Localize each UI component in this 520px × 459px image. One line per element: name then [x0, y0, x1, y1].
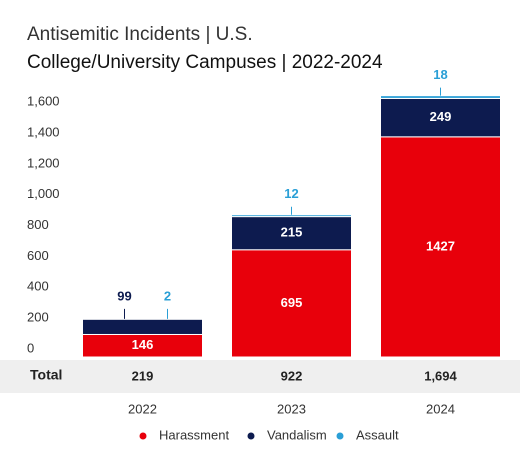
totals-band — [0, 360, 520, 393]
data-label: 215 — [281, 225, 303, 240]
bar-segment — [231, 249, 352, 358]
data-label: 12 — [284, 186, 298, 201]
bar-segment — [231, 214, 352, 218]
bar-segment — [231, 216, 352, 251]
legend-label: Vandalism — [267, 427, 327, 442]
data-label: 18 — [433, 67, 447, 82]
legend-label: Harassment — [159, 427, 229, 442]
legend-label: Assault — [356, 427, 399, 442]
y-tick-label: 400 — [27, 279, 49, 294]
legend-marker — [139, 432, 147, 440]
data-label: 249 — [430, 109, 452, 124]
x-tick-label: 2023 — [277, 401, 306, 416]
x-tick-label: 2024 — [426, 401, 455, 416]
data-label: 2 — [164, 288, 171, 303]
bar-segment — [380, 136, 501, 358]
y-tick-label: 600 — [27, 248, 49, 263]
y-tick-label: 800 — [27, 217, 49, 232]
y-tick-label: 0 — [27, 340, 34, 355]
chart-title: Antisemitic Incidents | U.S. — [27, 24, 253, 45]
legend-marker — [247, 432, 255, 440]
x-tick-label: 2022 — [128, 401, 157, 416]
data-label: 99 — [117, 288, 131, 303]
bar-segment — [380, 95, 501, 99]
legend-marker — [336, 432, 344, 440]
total-value: 219 — [132, 368, 154, 383]
bar-segment — [380, 97, 501, 138]
total-value: 922 — [281, 368, 303, 383]
data-label: 1427 — [426, 238, 455, 253]
data-label: 695 — [281, 295, 303, 310]
y-tick-label: 1,400 — [27, 124, 60, 139]
bar-segment — [82, 318, 203, 335]
y-tick-label: 200 — [27, 310, 49, 325]
chart-subtitle: College/University Campuses | 2022-2024 — [27, 52, 383, 73]
total-value: 1,694 — [424, 368, 457, 383]
data-label: 146 — [132, 337, 154, 352]
y-tick-label: 1,000 — [27, 186, 60, 201]
y-tick-label: 1,600 — [27, 94, 60, 109]
totals-label: Total — [30, 367, 62, 383]
y-tick-label: 1,200 — [27, 155, 60, 170]
